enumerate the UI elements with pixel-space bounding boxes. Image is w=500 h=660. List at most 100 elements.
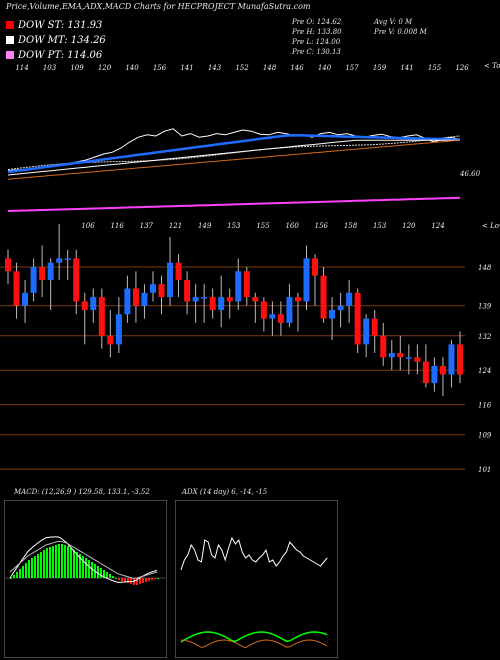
low-value-label: 106 [81,222,95,230]
low-value-label: 155 [256,222,270,230]
macd-histogram-bar [10,578,12,579]
candle-body [380,335,387,358]
candle-body [405,357,412,359]
top-value-label: 140 [318,64,332,72]
top-value-label: 159 [373,64,387,72]
candle-body [22,292,29,306]
macd-histogram-bar [70,548,72,578]
macd-histogram-bar [67,546,69,578]
macd-histogram-bar [106,572,108,578]
candle-body [457,344,463,375]
macd-histogram-bar [88,560,90,578]
low-value-label: 160 [285,222,299,230]
ema-pt-line [7,196,461,212]
candle-body [184,279,191,302]
macd-histogram-bar [115,578,117,579]
macd-signal-line [9,540,158,579]
macd-histogram-bar [130,578,132,584]
macd-histogram-bar [79,554,81,578]
candle-body [422,361,429,384]
candle-body [269,314,276,319]
candle-body [5,258,11,272]
candle-body [81,301,88,310]
adx-frame [175,500,338,658]
candle-body [235,271,242,302]
macd-panel [4,500,167,658]
price-axis-label: 148 [478,264,492,272]
macd-histogram-bar [73,550,75,578]
candle-body [13,271,20,306]
top-value-label: 152 [235,64,249,72]
low-value-label: 153 [227,222,241,230]
candle-body [397,353,404,358]
top-value-label: 157 [345,64,359,72]
candle-body [260,301,267,319]
low-value-label: 120 [402,222,416,230]
dow-pt-value: 114.06 [67,50,103,61]
macd-histogram-bar [154,578,156,579]
candle-body [226,297,233,302]
macd-histogram-bar [34,556,36,578]
candle-body [64,258,71,260]
macd-histogram-bar [46,548,48,578]
macd-histogram-bar [37,554,39,578]
lows-marker-label: < Lows [482,222,500,230]
top-value-label: 146 [290,64,304,72]
candle-body [149,284,156,293]
dow-mt-value: 134.26 [70,35,106,46]
top-value-label: 141 [180,64,193,72]
candle-body [132,288,139,306]
dow-pt-text: DOW PT: [18,50,65,61]
candle-body [30,267,37,293]
top-value-label: 103 [43,64,57,72]
macd-histogram-bar [61,544,63,578]
macd-histogram-bar [145,578,147,582]
price-axis-label: 101 [478,466,491,474]
macd-histogram-bar [19,569,21,578]
macd-line [9,536,158,583]
candle-body [354,292,361,345]
macd-histogram-bar [58,544,60,578]
top-value-label: 155 [428,64,442,72]
top-value-label: 141 [400,64,413,72]
macd-histogram-bar [28,560,30,578]
macd-histogram-bar [136,578,138,585]
price-axis-label: 109 [478,432,492,440]
price-axis-label: 116 [478,402,492,410]
low-value-label: 156 [315,222,329,230]
dow-pt-swatch [6,51,14,59]
candle-body [39,267,46,280]
candle-body [47,262,54,280]
macd-histogram-bar [121,578,123,581]
dow-mt-label: DOW MT: 134.26 [6,35,106,46]
macd-histogram-bar [64,545,66,578]
macd-title: MACD: (12,26,9 ) 129.58, 133.1, -3.52 [14,488,150,496]
macd-histogram-bar [151,578,153,580]
candle-body [337,305,344,310]
candle-body [286,297,293,323]
candle-body [98,297,105,336]
macd-histogram-bar [109,574,111,578]
adx-plus-di-line [180,631,328,643]
pre-open: Pre O: 124.62 [292,18,342,26]
pre-volume: Pre V: 0.008 M [374,28,427,36]
tops-marker-label: < Tops [484,62,500,70]
macd-histogram-bar [25,563,27,578]
candle-body [73,258,80,302]
dow-mt-swatch [6,36,14,44]
ema-mid-line [7,139,460,176]
macd-histogram-bar [142,578,144,583]
adx-minus-di-line [180,639,328,649]
pre-high: Pre H: 133.80 [292,28,342,36]
macd-histogram-bar [76,552,78,578]
macd-histogram-bar [148,578,150,581]
candle-body [56,258,63,263]
macd-histogram-bar [112,576,114,578]
candle-body [107,335,114,345]
macd-histogram-bar [100,568,102,578]
macd-histogram-bar [49,547,51,578]
macd-histogram-bar [16,572,18,578]
macd-histogram-bar [55,545,57,578]
macd-histogram-bar [43,550,45,578]
candle-body [192,297,199,302]
